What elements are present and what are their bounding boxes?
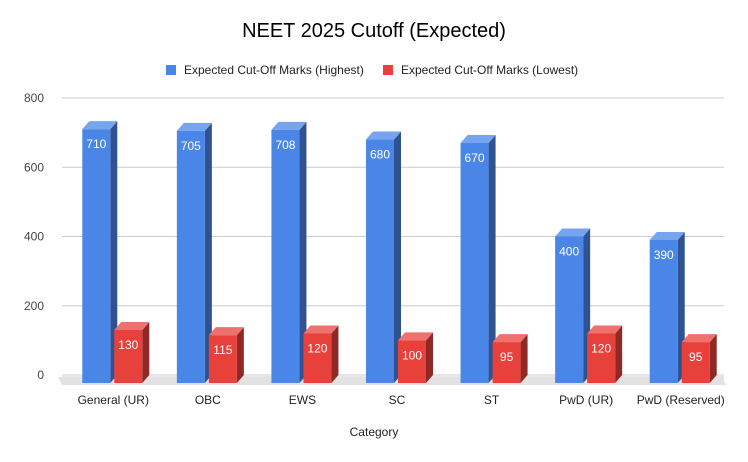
x-tick-label: EWS: [289, 393, 316, 407]
bar-side: [236, 327, 244, 383]
bar-top: [303, 325, 339, 334]
legend-swatch-highest: [166, 65, 176, 75]
bar: [271, 129, 300, 383]
y-tick-label: 800: [24, 91, 44, 105]
y-tick-label: 0: [37, 368, 44, 382]
bar: [681, 342, 710, 383]
bar-side: [142, 321, 150, 383]
bar-side: [520, 334, 528, 383]
data-label: 705: [181, 139, 201, 153]
bar: [208, 335, 237, 383]
bar: [303, 333, 332, 383]
bar: [649, 239, 678, 383]
x-tick-label: PwD (UR): [559, 393, 613, 407]
data-label: 120: [307, 341, 327, 355]
bar-top: [555, 228, 591, 237]
bar: [555, 236, 584, 383]
x-tick-label: SC: [389, 393, 406, 407]
legend-label-lowest: Expected Cut-Off Marks (Lowest): [401, 63, 579, 77]
bar-top: [366, 131, 401, 140]
bar-side: [615, 325, 623, 383]
bar-side: [331, 325, 339, 383]
bar-top: [587, 325, 623, 334]
bar-top: [208, 327, 244, 336]
bar-top: [398, 332, 433, 341]
data-label: 95: [500, 350, 514, 364]
bar-top: [114, 321, 150, 330]
data-label: 100: [402, 348, 422, 362]
data-label: 670: [465, 151, 485, 165]
y-tick-label: 200: [24, 299, 44, 313]
data-label: 130: [118, 338, 138, 352]
bar-top: [271, 121, 307, 130]
bar: [587, 333, 616, 383]
bar-top: [82, 121, 118, 130]
bar-side: [204, 122, 212, 384]
chart-title: NEET 2025 Cutoff (Expected): [242, 20, 506, 42]
x-axis-title: Category: [349, 425, 399, 439]
bar-top: [649, 231, 685, 240]
data-label: 708: [275, 138, 295, 152]
data-label: 95: [689, 350, 703, 364]
bar: [460, 143, 489, 383]
y-tick-label: 400: [24, 230, 44, 244]
bar-side: [110, 121, 118, 383]
data-label: 400: [559, 245, 579, 259]
x-tick-label: ST: [484, 393, 500, 407]
bar: [398, 340, 426, 383]
data-label: 710: [86, 137, 106, 151]
bar-side: [394, 131, 401, 383]
data-label: 120: [591, 341, 611, 355]
bar-side: [299, 121, 307, 383]
bar: [492, 342, 521, 383]
bar-top: [492, 334, 528, 343]
bar-top: [460, 135, 496, 144]
y-tick-label: 600: [24, 160, 44, 174]
bar: [176, 130, 205, 383]
chart-legend: Expected Cut-Off Marks (Highest) Expecte…: [0, 62, 748, 78]
bar: [82, 129, 111, 383]
x-tick-label: OBC: [195, 393, 221, 407]
x-tick-label: General (UR): [78, 393, 149, 407]
bar-side: [709, 334, 717, 383]
legend-item-highest[interactable]: Expected Cut-Off Marks (Highest): [166, 62, 364, 78]
bar-top: [681, 334, 717, 343]
data-label: 680: [370, 148, 390, 162]
bar: [114, 329, 143, 383]
legend-label-highest: Expected Cut-Off Marks (Highest): [184, 63, 364, 77]
bar-top: [176, 122, 212, 131]
legend-item-lowest[interactable]: Expected Cut-Off Marks (Lowest): [383, 62, 578, 78]
bar-side: [488, 135, 496, 383]
data-label: 390: [654, 248, 674, 262]
bar: [366, 139, 394, 383]
bar-side: [426, 332, 433, 383]
legend-swatch-lowest: [383, 65, 393, 75]
data-label: 115: [213, 343, 232, 357]
x-tick-label: PwD (Reserved): [637, 393, 725, 407]
